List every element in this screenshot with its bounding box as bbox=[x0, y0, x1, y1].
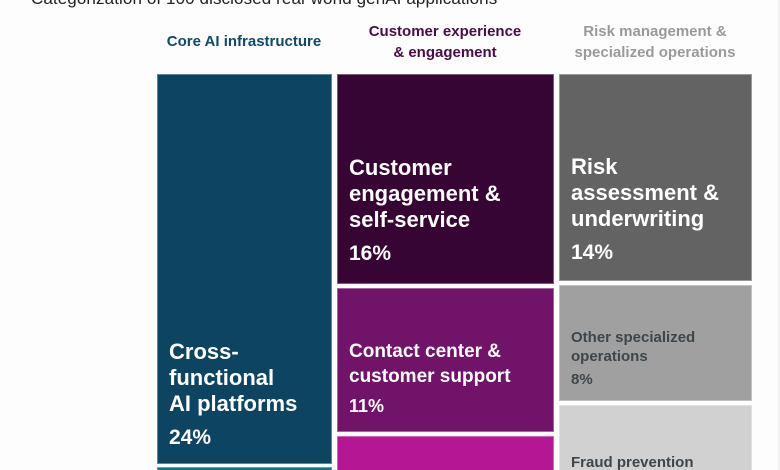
tile-value: 8% bbox=[571, 371, 593, 388]
tile-label: Risk assessment & underwriting bbox=[571, 154, 719, 231]
column-header-core-ai: Core AI infrastructure bbox=[157, 31, 331, 52]
tile-value: 24% bbox=[169, 426, 212, 449]
column-header-line: Risk management & bbox=[583, 23, 727, 40]
column-header-risk-management: Risk management & specialized operations bbox=[559, 21, 751, 63]
tile-label: Cross- functional AI platforms bbox=[169, 339, 298, 416]
tile-label: Fraud prevention bbox=[571, 454, 694, 470]
column-header-line: Customer experience bbox=[368, 23, 522, 40]
tile-value: 14% bbox=[571, 241, 614, 264]
column-header-line: specialized operations bbox=[574, 44, 736, 61]
tile-cross-functional-ai-platforms[interactable]: Cross- functional AI platforms 24% bbox=[157, 74, 332, 464]
tile-label: Contact center & customer support bbox=[349, 341, 511, 387]
tile-fraud-prevention[interactable]: Fraud prevention bbox=[559, 405, 752, 470]
page-edge-divider bbox=[778, 0, 780, 470]
tile-customer-experience-third[interactable] bbox=[337, 436, 554, 470]
tile-contact-center-customer-support[interactable]: Contact center & customer support 11% bbox=[337, 288, 554, 432]
tile-risk-assessment-underwriting[interactable]: Risk assessment & underwriting 14% bbox=[559, 74, 752, 281]
column-header-line: & engagement bbox=[393, 44, 497, 61]
tile-label: Other specialized operations bbox=[571, 329, 696, 365]
tile-value: 11% bbox=[349, 396, 385, 416]
tile-label: Customer engagement & self-service bbox=[349, 155, 501, 232]
tile-other-specialized-operations[interactable]: Other specialized operations 8% bbox=[559, 285, 752, 401]
tile-value: 16% bbox=[349, 242, 392, 265]
tile-customer-engagement-self-service[interactable]: Customer engagement & self-service 16% bbox=[337, 74, 554, 284]
column-header-customer-experience: Customer experience & engagement bbox=[337, 21, 553, 63]
chart-title: Categorization of 100 disclosed real-wor… bbox=[31, 0, 497, 9]
tile-core-ai-second[interactable] bbox=[157, 467, 332, 470]
column-header-line: Core AI infrastructure bbox=[166, 33, 322, 50]
